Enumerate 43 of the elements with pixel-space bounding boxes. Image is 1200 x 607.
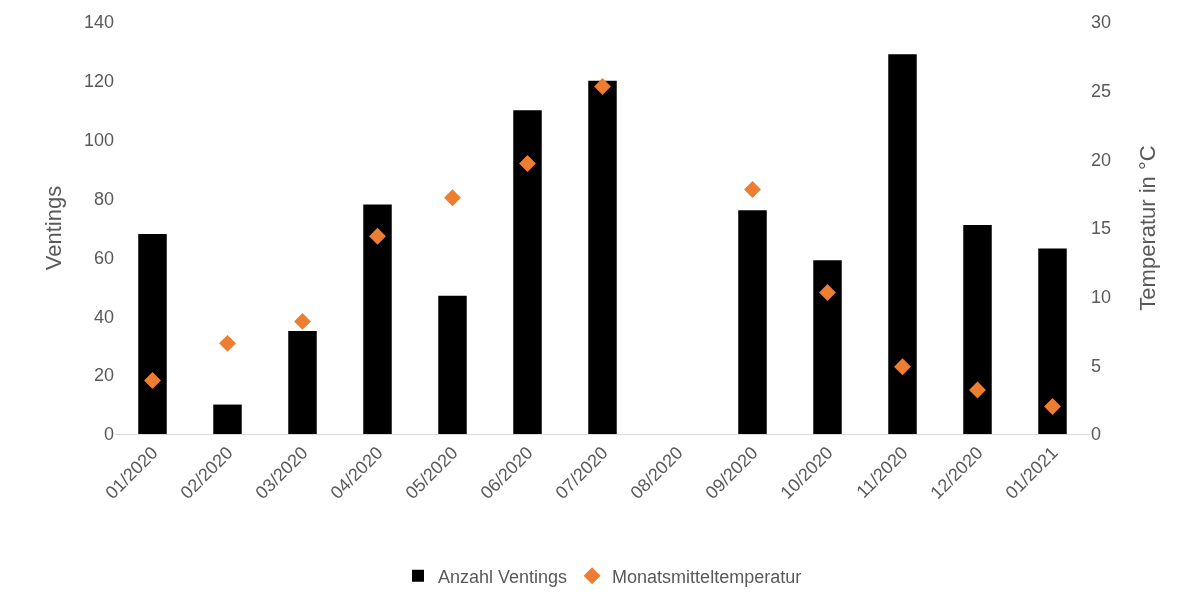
bar [1038,248,1067,434]
bar [963,225,992,434]
y-tick-label: 40 [93,306,114,327]
bar [288,331,317,434]
bar [888,54,917,434]
bar [513,110,542,434]
y-tick-label: 60 [93,247,114,268]
y2-tick-label: 20 [1091,149,1112,170]
bar [813,260,842,434]
y-tick-label: 0 [103,424,114,445]
bar [738,210,767,434]
y2-tick-label: 15 [1091,218,1112,239]
y-axis-title: Ventings [41,185,66,271]
y-tick-label: 20 [93,365,114,386]
point [519,155,536,172]
point [969,381,986,399]
y2-tick-label: 25 [1091,80,1112,101]
point [144,371,161,389]
y2-axis-title: Temperatur in °C [1135,145,1160,311]
bar [138,233,167,434]
point [444,189,461,207]
legend-label: Monatsmitteltemperatur [612,566,802,587]
bar [438,295,467,434]
point [594,78,611,95]
point [894,358,911,376]
point [369,227,386,245]
y-tick-label: 100 [83,130,114,151]
bar [588,80,617,434]
y2-tick-label: 10 [1091,286,1112,307]
point [819,284,836,301]
y-tick-label: 80 [93,188,114,209]
point [1044,398,1061,415]
point [294,312,311,330]
y-tick-label: 120 [83,71,114,92]
y2-tick-label: 5 [1091,355,1102,376]
bar [213,404,242,434]
legend-label: Anzahl Ventings [438,566,568,587]
bar [363,204,392,434]
point [744,181,761,198]
point [219,334,236,352]
y2-tick-label: 0 [1091,424,1102,445]
y2-tick-label: 30 [1091,12,1112,33]
y-tick-label: 140 [83,12,114,33]
